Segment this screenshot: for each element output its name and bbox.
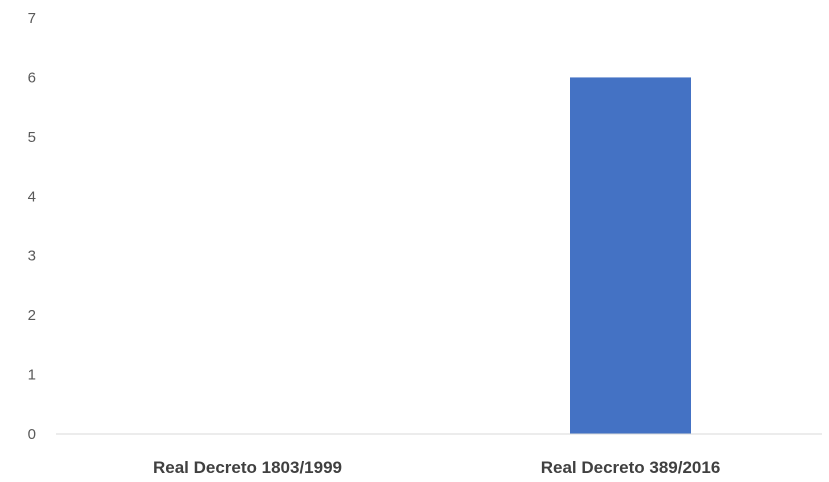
x-category-label: Real Decreto 1803/1999: [153, 458, 342, 477]
y-tick-label: 3: [28, 248, 36, 265]
y-tick-label: 1: [28, 367, 36, 384]
y-tick-label: 5: [28, 129, 36, 146]
bar: [570, 77, 691, 434]
bars-group: [570, 77, 691, 434]
x-axis: Real Decreto 1803/1999 Real Decreto 389/2…: [153, 458, 720, 477]
y-tick-label: 6: [28, 69, 36, 86]
y-tick-label: 2: [28, 307, 36, 324]
y-tick-label: 7: [28, 10, 36, 27]
y-tick-label: 4: [28, 188, 36, 205]
y-tick-label: 0: [28, 426, 36, 443]
x-category-label: Real Decreto 389/2016: [541, 458, 721, 477]
y-axis: 0 1 2 3 4 5 6 7: [28, 10, 36, 443]
